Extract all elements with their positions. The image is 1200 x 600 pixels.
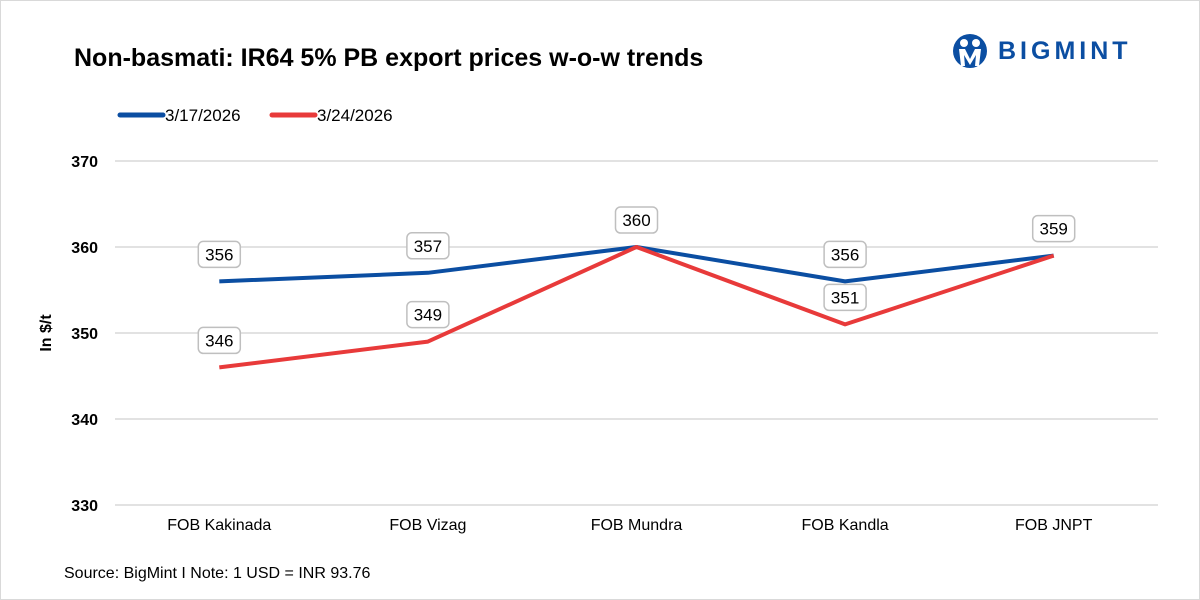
bigmint-logo: BIGMINT: [952, 33, 1132, 69]
source-note: Source: BigMint I Note: 1 USD = INR 93.7…: [64, 565, 371, 582]
data-label-box: [197, 240, 242, 269]
chart-title: Non-basmati: IR64 5% PB export prices w-…: [74, 44, 704, 72]
data-label-box: [197, 326, 242, 355]
y-tick-label: 330: [71, 498, 98, 515]
series-line: [219, 245, 1055, 370]
data-label-box: [1031, 214, 1076, 243]
data-label: 359: [1040, 220, 1068, 239]
data-label: 357: [414, 237, 442, 256]
logo-icon: [953, 34, 987, 68]
data-label-box: [614, 206, 659, 234]
series-line: [219, 245, 1054, 284]
x-tick-label: FOB Kandla: [802, 517, 889, 534]
y-tick-label: 360: [71, 240, 98, 257]
data-label: 356: [831, 245, 859, 264]
data-label: 346: [205, 331, 233, 350]
data-label: 349: [414, 306, 442, 325]
y-tick-label: 350: [71, 326, 98, 343]
data-label: 356: [205, 245, 233, 264]
x-tick-label: FOB JNPT: [1015, 517, 1093, 534]
data-label-box: [406, 300, 450, 329]
data-label-box: [823, 283, 867, 312]
y-tick-label: 370: [71, 154, 98, 171]
x-tick-label: FOB Kakinada: [167, 517, 271, 534]
x-tick-label: FOB Mundra: [591, 517, 683, 534]
data-label: 351: [831, 288, 859, 307]
data-label: 360: [622, 211, 650, 230]
legend-label: 3/17/2026: [165, 106, 241, 125]
y-axis-label: In $/t: [38, 314, 55, 352]
data-label-box: [406, 232, 450, 260]
y-tick-label: 340: [71, 412, 98, 429]
data-label-box: [823, 240, 867, 269]
x-tick-label: FOB Vizag: [389, 517, 466, 534]
logo-text: BIGMINT: [998, 36, 1132, 65]
legend-label: 3/24/2026: [317, 106, 393, 125]
